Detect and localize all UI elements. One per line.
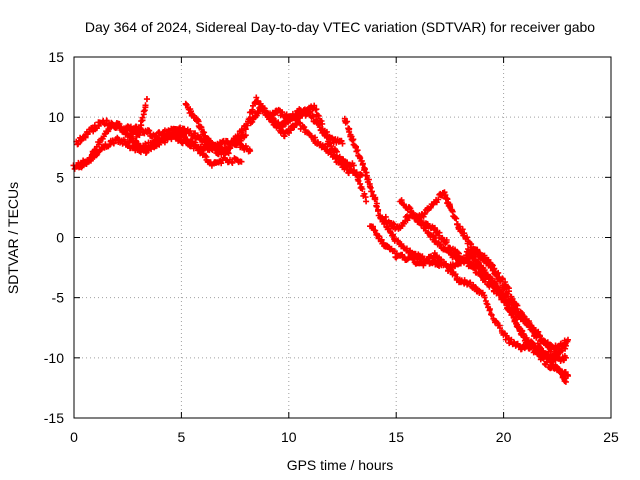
x-tick-label: 25 [603, 429, 619, 445]
y-axis-label: SDTVAR / TECUs [5, 182, 21, 294]
marker-track [264, 102, 370, 205]
y-tick-label: -10 [44, 350, 64, 366]
marker-track [182, 100, 232, 157]
series-track-8 [264, 102, 370, 205]
y-tick-label: -15 [44, 410, 64, 426]
x-tick-label: 5 [178, 429, 186, 445]
x-tick-label: 15 [388, 429, 404, 445]
x-tick-label: 10 [281, 429, 297, 445]
y-tick-label: -5 [52, 290, 65, 306]
marker-track [75, 130, 245, 171]
x-tick-label: 0 [70, 429, 78, 445]
x-tick-label: 20 [496, 429, 512, 445]
x-tick-labels: 0 5 10 15 20 25 [70, 429, 619, 445]
marker-track [463, 246, 571, 379]
series-track-15 [463, 246, 571, 379]
y-tick-label: 10 [48, 109, 64, 125]
y-tick-label: 5 [56, 169, 64, 185]
series-track-5 [182, 100, 232, 157]
x-axis-label: GPS time / hours [287, 457, 394, 473]
data-series [70, 94, 571, 385]
series-track-3 [75, 130, 245, 171]
y-tick-labels: -15 -10 -5 0 5 10 15 [44, 49, 64, 426]
axis-ticks [73, 56, 612, 419]
y-tick-label: 0 [56, 230, 64, 246]
chart-title: Day 364 of 2024, Sidereal Day-to-day VTE… [85, 19, 595, 35]
y-tick-label: 15 [48, 49, 64, 65]
